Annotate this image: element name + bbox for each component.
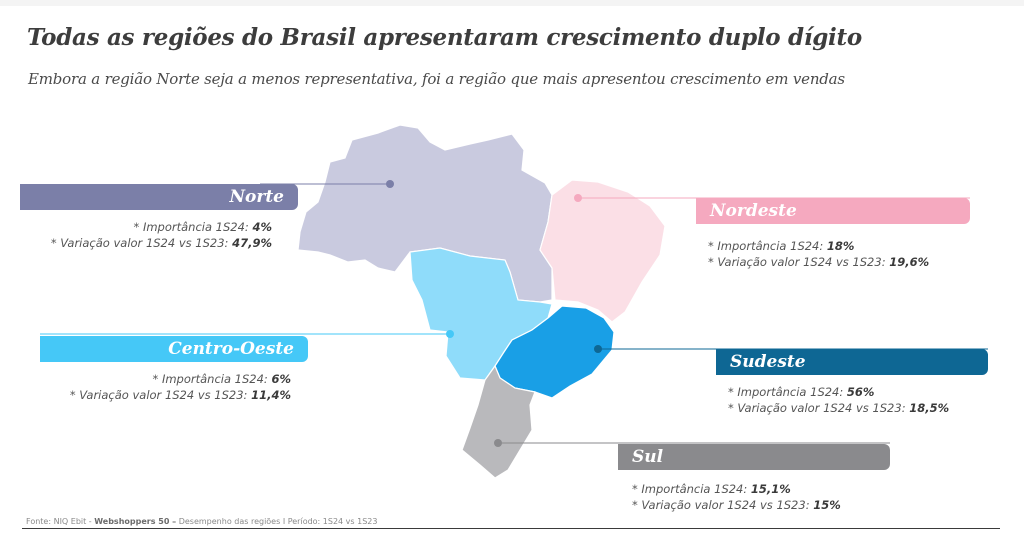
marker-norte (386, 180, 394, 188)
map-region-sudeste (494, 305, 615, 399)
importance-line-centro-oeste: * Importância 1S24: 6% (152, 372, 291, 386)
marker-sudeste (594, 345, 602, 353)
marker-sul (494, 439, 502, 447)
region-name-sudeste: Sudeste (730, 352, 806, 372)
variation-line-norte: * Variação valor 1S24 vs 1S23: 47,9% (50, 236, 272, 250)
importance-value-sul: 15,1% (750, 482, 791, 496)
region-banner-sul: Sul (618, 444, 890, 470)
bottom-rule (22, 528, 1000, 529)
region-stats-sul: * Importância 1S24: 15,1% * Variação val… (632, 481, 841, 513)
variation-line-sul: * Variação valor 1S24 vs 1S23: 15% (632, 498, 841, 512)
marker-nordeste (574, 194, 582, 202)
importance-line-sudeste: * Importância 1S24: 56% (728, 385, 875, 399)
importance-line-sul: * Importância 1S24: 15,1% (632, 482, 791, 496)
variation-value-sudeste: 18,5% (909, 401, 950, 415)
region-stats-centro-oeste: * Importância 1S24: 6% * Variação valor … (40, 371, 291, 403)
top-bar (0, 0, 1024, 6)
variation-line-sudeste: * Variação valor 1S24 vs 1S23: 18,5% (728, 401, 950, 415)
source-note: Fonte: NIQ Ebit - Webshoppers 50 – Desem… (26, 517, 378, 526)
region-name-sul: Sul (632, 447, 664, 467)
variation-value-centro-oeste: 11,4% (251, 388, 291, 402)
importance-value-centro-oeste: 6% (271, 372, 291, 386)
region-name-centro-oeste: Centro-Oeste (168, 339, 294, 359)
importance-line-norte: * Importância 1S24: 4% (133, 220, 272, 234)
region-name-nordeste: Nordeste (710, 201, 797, 221)
region-banner-centro-oeste: Centro-Oeste (40, 336, 308, 362)
map-region-nordeste (539, 179, 666, 323)
importance-value-nordeste: 18% (826, 239, 855, 253)
variation-line-nordeste: * Variação valor 1S24 vs 1S23: 19,6% (708, 255, 930, 269)
importance-value-sudeste: 56% (846, 385, 875, 399)
page-subtitle: Embora a região Norte seja a menos repre… (28, 70, 845, 88)
region-stats-norte: * Importância 1S24: 4% * Variação valor … (20, 219, 272, 251)
page-title: Todas as regiões do Brasil apresentaram … (27, 24, 862, 51)
importance-line-nordeste: * Importância 1S24: 18% (708, 239, 855, 253)
map-region-sul (461, 364, 536, 479)
region-banner-sudeste: Sudeste (716, 349, 988, 375)
variation-value-nordeste: 19,6% (889, 255, 930, 269)
region-banner-norte: Norte (20, 184, 298, 210)
marker-centro-oeste (446, 330, 454, 338)
region-stats-nordeste: * Importância 1S24: 18% * Variação valor… (708, 238, 929, 270)
variation-value-sul: 15% (813, 498, 841, 512)
region-name-norte: Norte (229, 187, 284, 207)
variation-value-norte: 47,9% (232, 236, 272, 250)
region-banner-nordeste: Nordeste (696, 198, 970, 224)
region-stats-sudeste: * Importância 1S24: 56% * Variação valor… (728, 384, 949, 416)
importance-value-norte: 4% (252, 220, 272, 234)
variation-line-centro-oeste: * Variação valor 1S24 vs 1S23: 11,4% (69, 388, 291, 402)
